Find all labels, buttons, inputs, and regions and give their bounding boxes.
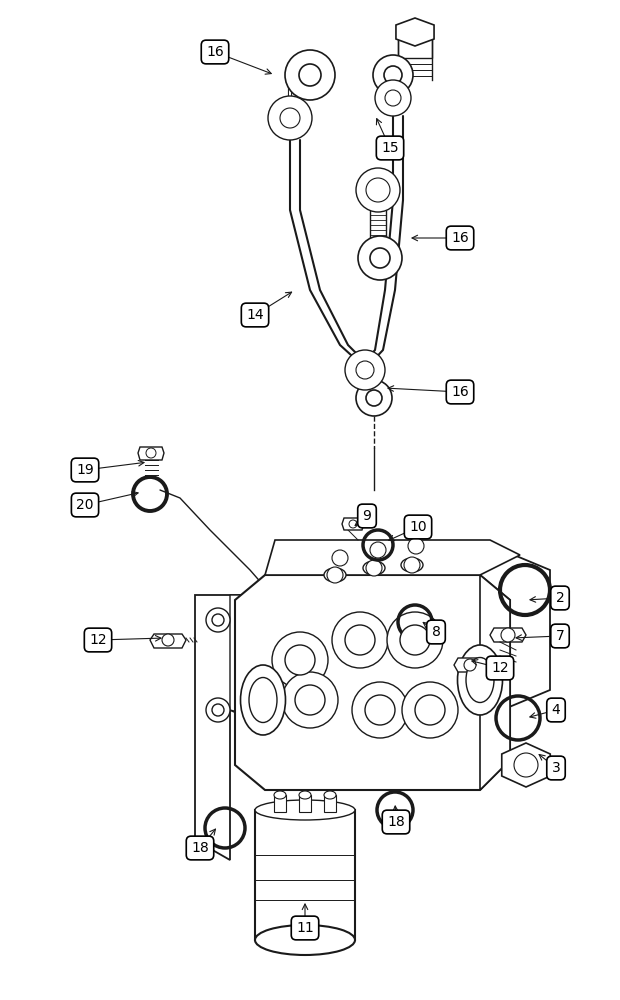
Circle shape (285, 645, 315, 675)
Polygon shape (235, 575, 510, 790)
Circle shape (206, 608, 230, 632)
Polygon shape (502, 743, 550, 787)
Polygon shape (480, 575, 510, 790)
Polygon shape (324, 795, 336, 812)
Text: 18: 18 (191, 841, 209, 855)
Polygon shape (138, 447, 164, 460)
Circle shape (514, 753, 538, 777)
Circle shape (282, 672, 338, 728)
Circle shape (356, 361, 374, 379)
Circle shape (295, 685, 325, 715)
Circle shape (332, 550, 348, 566)
Ellipse shape (466, 658, 494, 702)
Ellipse shape (255, 925, 355, 955)
Text: 16: 16 (451, 385, 469, 399)
Circle shape (501, 628, 515, 642)
Text: 14: 14 (246, 308, 264, 322)
Circle shape (162, 634, 174, 646)
Circle shape (387, 612, 443, 668)
Circle shape (268, 96, 312, 140)
Circle shape (415, 695, 445, 725)
Circle shape (356, 380, 392, 416)
Circle shape (345, 625, 375, 655)
Circle shape (349, 520, 357, 528)
Text: 7: 7 (556, 629, 564, 643)
Ellipse shape (363, 561, 385, 575)
Text: 3: 3 (552, 761, 560, 775)
Circle shape (385, 90, 401, 106)
Circle shape (356, 168, 400, 212)
Polygon shape (454, 658, 486, 672)
Circle shape (400, 625, 430, 655)
Circle shape (375, 80, 411, 116)
Circle shape (366, 178, 390, 202)
Text: 2: 2 (556, 591, 564, 605)
Ellipse shape (299, 791, 311, 799)
Ellipse shape (255, 800, 355, 820)
Circle shape (408, 538, 424, 554)
Text: 10: 10 (409, 520, 427, 534)
Circle shape (370, 542, 386, 558)
Ellipse shape (249, 678, 277, 722)
Text: 12: 12 (89, 633, 107, 647)
Circle shape (404, 557, 420, 573)
Polygon shape (396, 18, 434, 46)
Circle shape (285, 50, 335, 100)
Circle shape (327, 567, 343, 583)
Circle shape (272, 632, 328, 688)
Circle shape (212, 704, 224, 716)
Text: 16: 16 (206, 45, 224, 59)
Polygon shape (274, 795, 286, 812)
Circle shape (366, 560, 382, 576)
Ellipse shape (458, 645, 502, 715)
Polygon shape (150, 634, 186, 648)
Circle shape (332, 612, 388, 668)
Ellipse shape (324, 568, 346, 582)
Ellipse shape (401, 558, 423, 572)
Polygon shape (195, 545, 550, 860)
Ellipse shape (274, 791, 286, 799)
Text: 11: 11 (296, 921, 314, 935)
Circle shape (352, 682, 408, 738)
Circle shape (345, 350, 385, 390)
Circle shape (365, 695, 395, 725)
Ellipse shape (241, 665, 285, 735)
Text: 20: 20 (76, 498, 94, 512)
Circle shape (212, 614, 224, 626)
Circle shape (402, 682, 458, 738)
Circle shape (373, 55, 413, 95)
Text: 9: 9 (363, 509, 371, 523)
Text: 19: 19 (76, 463, 94, 477)
Polygon shape (299, 795, 311, 812)
Circle shape (206, 698, 230, 722)
Polygon shape (342, 518, 364, 530)
Text: 4: 4 (552, 703, 560, 717)
Polygon shape (255, 810, 355, 940)
Text: 8: 8 (432, 625, 440, 639)
Circle shape (280, 108, 300, 128)
Polygon shape (265, 540, 520, 575)
Polygon shape (490, 628, 526, 642)
Polygon shape (398, 38, 432, 58)
Text: 16: 16 (451, 231, 469, 245)
Circle shape (358, 236, 402, 280)
Polygon shape (230, 595, 310, 730)
Circle shape (464, 659, 476, 671)
Polygon shape (370, 205, 386, 240)
Text: 18: 18 (387, 815, 405, 829)
Ellipse shape (324, 791, 336, 799)
Text: 12: 12 (491, 661, 509, 675)
Text: 15: 15 (381, 141, 399, 155)
Circle shape (146, 448, 156, 458)
